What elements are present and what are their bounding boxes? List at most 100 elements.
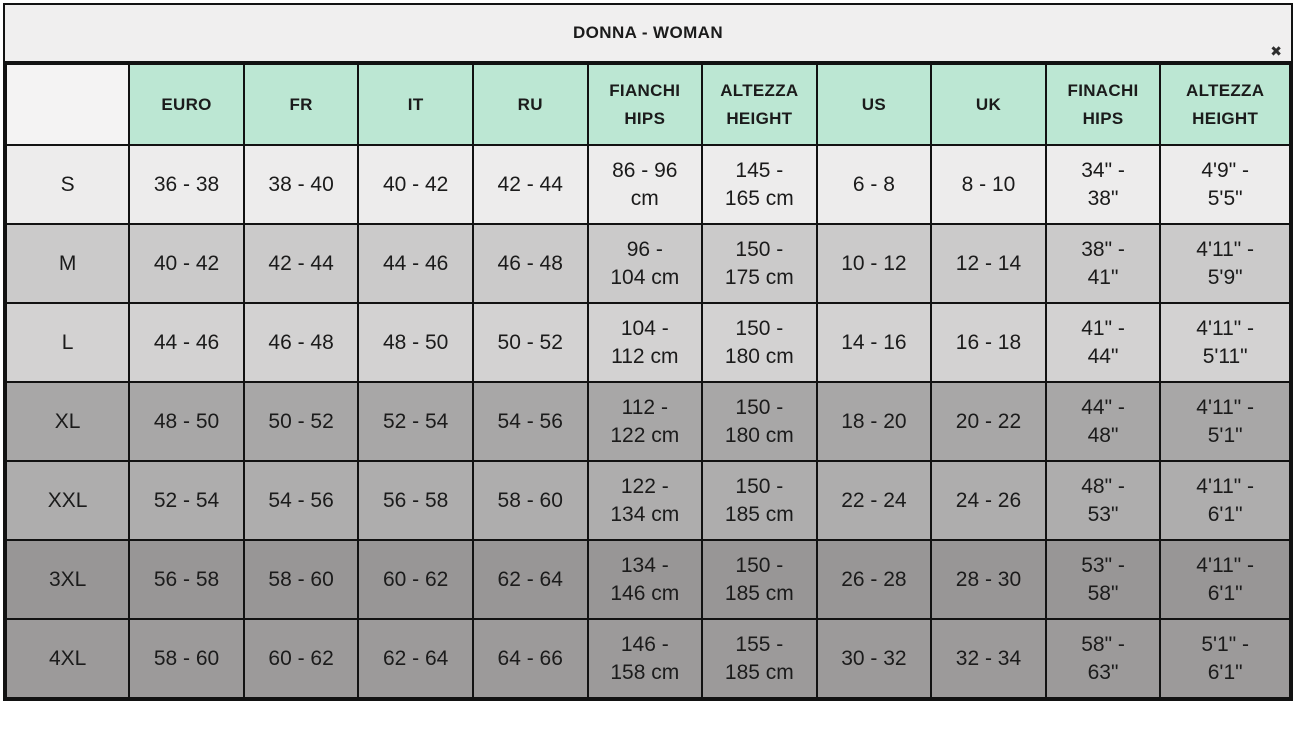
size-cell-finachi-hips: 58" - 63" [1044,618,1162,699]
size-cell-altezza-height: 155 - 185 cm [701,618,818,699]
row-header-size: L [4,302,131,383]
table-row-3xl: 3XL 56 - 58 58 - 60 60 - 62 62 - 64 134 - 146… [4,539,1291,620]
size-cell-altezza-height-2: 4'11" - 6'1" [1159,460,1291,541]
size-cell-euro: 36 - 38 [128,144,245,225]
column-header-us: US [815,63,933,146]
size-cell-fr: 58 - 60 [242,539,360,620]
modal-title: DONNA - WOMAN [573,23,723,42]
size-cell-finachi-hips: 41" - 44" [1044,302,1162,383]
size-cell-finachi-hips: 38" - 41" [1044,223,1162,304]
size-chart-modal: DONNA - WOMAN ✖ EURO FR IT RU FIANCHI HIPS AL… [3,3,1293,701]
table-row-m: M 40 - 42 42 - 44 44 - 46 46 - 48 96 - 104 cm… [4,223,1291,304]
column-header-it: IT [357,63,474,146]
size-cell-altezza-height-2: 4'9" - 5'5" [1159,144,1291,225]
size-cell-fianchi-hips: 146 - 158 cm [586,618,704,699]
size-cell-finachi-hips: 53" - 58" [1044,539,1162,620]
size-cell-altezza-height-2: 4'11" - 6'1" [1159,539,1291,620]
size-cell-fianchi-hips: 134 - 146 cm [586,539,704,620]
size-cell-euro: 48 - 50 [128,381,245,462]
size-cell-altezza-height: 145 - 165 cm [701,144,818,225]
size-cell-ru: 64 - 66 [471,618,589,699]
size-cell-altezza-height: 150 - 180 cm [701,302,818,383]
size-cell-it: 48 - 50 [357,302,474,383]
size-cell-ru: 42 - 44 [471,144,589,225]
table-row-xl: XL 48 - 50 50 - 52 52 - 54 54 - 56 112 - 122 … [4,381,1291,462]
size-cell-us: 18 - 20 [815,381,933,462]
size-cell-altezza-height-2: 5'1" - 6'1" [1159,618,1291,699]
size-cell-uk: 28 - 30 [930,539,1047,620]
column-header-euro: EURO [128,63,245,146]
size-cell-finachi-hips: 48" - 53" [1044,460,1162,541]
size-cell-altezza-height-2: 4'11" - 5'9" [1159,223,1291,304]
size-cell-it: 56 - 58 [357,460,474,541]
size-cell-uk: 12 - 14 [930,223,1047,304]
size-cell-us: 10 - 12 [815,223,933,304]
size-cell-ru: 54 - 56 [471,381,589,462]
size-cell-ru: 50 - 52 [471,302,589,383]
size-cell-fianchi-hips: 96 - 104 cm [586,223,704,304]
size-cell-fr: 46 - 48 [242,302,360,383]
column-header-fianchi-hips: FIANCHI HIPS [586,63,704,146]
column-header-fr: FR [242,63,360,146]
table-row-l: L 44 - 46 46 - 48 48 - 50 50 - 52 104 - 112 c… [4,302,1291,383]
row-header-size: XXL [4,460,131,541]
size-cell-altezza-height-2: 4'11" - 5'1" [1159,381,1291,462]
size-cell-euro: 58 - 60 [128,618,245,699]
size-cell-fianchi-hips: 86 - 96 cm [586,144,704,225]
size-cell-us: 6 - 8 [815,144,933,225]
size-cell-finachi-hips: 44" - 48" [1044,381,1162,462]
size-cell-it: 44 - 46 [357,223,474,304]
size-cell-fianchi-hips: 104 - 112 cm [586,302,704,383]
size-cell-us: 30 - 32 [815,618,933,699]
size-cell-ru: 46 - 48 [471,223,589,304]
size-cell-fr: 38 - 40 [242,144,360,225]
column-header-altezza-height-2: ALTEZZA HEIGHT [1159,63,1291,146]
column-header-blank [4,63,131,146]
size-cell-uk: 32 - 34 [930,618,1047,699]
size-cell-it: 40 - 42 [357,144,474,225]
row-header-size: XL [4,381,131,462]
row-header-size: S [4,144,131,225]
size-cell-euro: 44 - 46 [128,302,245,383]
size-chart-table: EURO FR IT RU FIANCHI HIPS ALTEZZA HEIGHT US UK… [4,63,1291,699]
size-cell-fr: 42 - 44 [242,223,360,304]
size-cell-altezza-height: 150 - 185 cm [701,539,818,620]
size-cell-altezza-height: 150 - 175 cm [701,223,818,304]
row-header-size: 3XL [4,539,131,620]
table-row-4xl: 4XL 58 - 60 60 - 62 62 - 64 64 - 66 146 - 158… [4,618,1291,699]
size-cell-fianchi-hips: 122 - 134 cm [586,460,704,541]
size-cell-fr: 50 - 52 [242,381,360,462]
row-header-size: M [4,223,131,304]
size-cell-euro: 52 - 54 [128,460,245,541]
size-cell-ru: 58 - 60 [471,460,589,541]
table-row-s: S 36 - 38 38 - 40 40 - 42 42 - 44 86 - 96 cm 1… [4,144,1291,225]
size-cell-it: 62 - 64 [357,618,474,699]
size-cell-altezza-height-2: 4'11" - 5'11" [1159,302,1291,383]
table-row-xxl: XXL 52 - 54 54 - 56 56 - 58 58 - 60 122 - 134… [4,460,1291,541]
column-header-ru: RU [471,63,589,146]
size-cell-euro: 56 - 58 [128,539,245,620]
close-icon[interactable]: ✖ [1270,43,1282,59]
size-cell-uk: 16 - 18 [930,302,1047,383]
size-cell-us: 22 - 24 [815,460,933,541]
size-cell-finachi-hips: 34" - 38" [1044,144,1162,225]
size-cell-uk: 24 - 26 [930,460,1047,541]
size-cell-fianchi-hips: 112 - 122 cm [586,381,704,462]
size-cell-euro: 40 - 42 [128,223,245,304]
size-cell-it: 60 - 62 [357,539,474,620]
size-cell-uk: 8 - 10 [930,144,1047,225]
size-cell-fr: 60 - 62 [242,618,360,699]
size-cell-altezza-height: 150 - 180 cm [701,381,818,462]
size-cell-us: 14 - 16 [815,302,933,383]
header-row: EURO FR IT RU FIANCHI HIPS ALTEZZA HEIGHT US UK… [4,63,1291,146]
size-cell-ru: 62 - 64 [471,539,589,620]
modal-title-bar: DONNA - WOMAN ✖ [5,5,1291,63]
size-cell-altezza-height: 150 - 185 cm [701,460,818,541]
column-header-altezza-height: ALTEZZA HEIGHT [701,63,818,146]
size-cell-us: 26 - 28 [815,539,933,620]
column-header-finachi-hips: FINACHI HIPS [1044,63,1162,146]
size-cell-it: 52 - 54 [357,381,474,462]
column-header-uk: UK [930,63,1047,146]
row-header-size: 4XL [4,618,131,699]
size-cell-uk: 20 - 22 [930,381,1047,462]
